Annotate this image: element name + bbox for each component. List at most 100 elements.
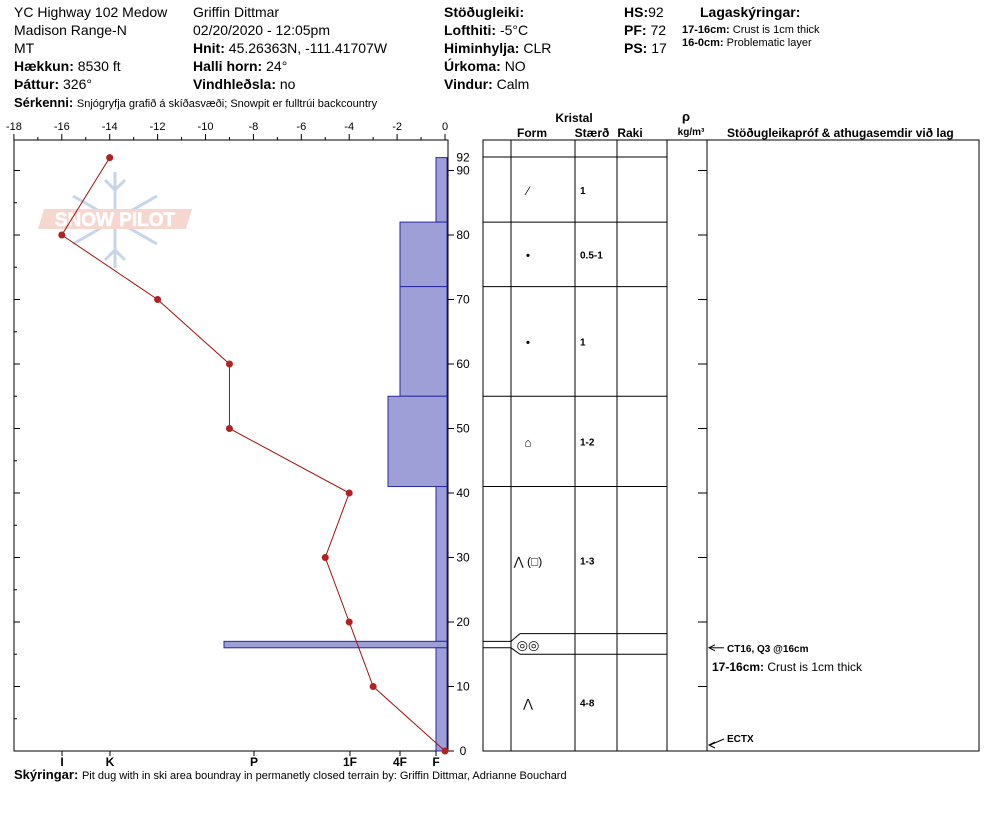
test-arrow-head <box>707 644 716 652</box>
layer-size: 1-2 <box>580 437 595 448</box>
hardness-bar <box>435 647 448 752</box>
temp-point <box>225 360 233 368</box>
hardness-profile <box>223 157 448 752</box>
moisture-header: Raki <box>617 126 642 140</box>
air-temp: Lofthiti: -5°C <box>444 22 529 38</box>
layer-size: 4-8 <box>580 699 595 710</box>
temp-line <box>61 157 446 752</box>
hardness-bar <box>387 395 448 488</box>
axes: -18 -16 -14 -12 -10 -8 -6 -4 -2 0 0 10 20 30 40 50 60 70 8… <box>6 121 707 769</box>
hardness-tick-label: I <box>60 755 63 769</box>
layer-form: • <box>526 335 530 349</box>
size-header: Stærð <box>575 126 610 140</box>
temp-tick-label: -6 <box>296 121 306 133</box>
hardness-bar <box>435 157 448 223</box>
depth-tick-label: 30 <box>456 551 470 565</box>
stability-tests-header: Stöðugleikapróf & athugasemdir við lag <box>727 126 954 140</box>
temp-point <box>58 231 66 239</box>
layer-form: ⌂ <box>524 435 531 449</box>
temp-point <box>369 683 377 690</box>
wind: Vindur: Calm <box>444 76 530 92</box>
sky-cover: Himinhylja: CLR <box>444 40 552 56</box>
hardness-tick-label: K <box>106 755 115 769</box>
features: Sérkenni: Snjógryfja grafið á skíðasvæði… <box>14 95 378 110</box>
temp-point <box>154 296 162 303</box>
temp-tick-label: -18 <box>6 121 22 133</box>
hardness-bar <box>399 221 448 288</box>
temp-tick-label: 0 <box>442 121 448 133</box>
layer-size: 1 <box>580 186 586 197</box>
hardness-bar <box>435 486 448 642</box>
coordinates: Hnit: 45.26363N, -111.41707W <box>193 40 388 56</box>
test-arrow-head <box>707 741 716 749</box>
temp-tick-label: -8 <box>249 121 259 133</box>
depth-tick-label: 90 <box>456 164 470 178</box>
pf: PF: 72 <box>624 22 667 38</box>
layer-note-2: 16-0cm: Problematic layer <box>682 37 812 49</box>
depth-tick-label: 40 <box>456 486 470 500</box>
elevation: Hækkun: 8530 ft <box>14 58 121 74</box>
temp-point <box>225 425 233 432</box>
site-name: YC Highway 102 Medow <box>14 4 168 20</box>
depth-tick-label: 20 <box>456 615 470 629</box>
hardness-tick-label: P <box>250 755 258 769</box>
hardness-bar <box>223 640 448 649</box>
form-header: Form <box>517 126 547 140</box>
hardness-tick-label: 4F <box>393 755 407 769</box>
layer-boundary-connector <box>510 633 521 642</box>
test-arrow <box>709 738 725 746</box>
density-symbol: ρ <box>682 109 690 124</box>
crystal-header: Kristal <box>555 111 592 125</box>
slope-angle: Halli horn: 24° <box>193 58 288 74</box>
depth-tick-label: 60 <box>456 357 470 371</box>
wind-loading: Vindhleðsla: no <box>193 76 296 92</box>
temp-point <box>345 618 353 626</box>
stability: Stöðugleiki: <box>444 4 525 20</box>
temp-tick-label: -16 <box>54 121 70 133</box>
depth-tick-label: 10 <box>456 680 470 694</box>
depth-top-label: 92 <box>456 151 470 165</box>
test-label: CT16, Q3 @16cm <box>727 644 809 655</box>
layer-notes-title: Lagaskýringar: <box>700 4 801 20</box>
hs: HS:92 <box>624 4 664 20</box>
depth-tick-label: 50 <box>456 422 470 436</box>
layer-form: ⋀ <box>522 697 533 711</box>
depth-tick-label: 0 <box>460 744 467 758</box>
temp-tick-label: -14 <box>102 121 118 133</box>
temp-tick-label: -4 <box>344 121 354 133</box>
layer-form: ⁄ <box>524 184 531 198</box>
snowpilot-logo: SNOW PILOT <box>38 172 192 268</box>
temp-tick-label: -10 <box>198 121 214 133</box>
layer-form: ⋀ (□) <box>513 555 542 569</box>
observer: Griffin Dittmar <box>193 4 280 20</box>
state: MT <box>14 40 35 56</box>
temp-point <box>106 154 114 162</box>
test-label: ECTX <box>727 734 754 745</box>
ps: PS: 17 <box>624 40 667 56</box>
temp-tick-label: -2 <box>392 121 402 133</box>
temp-point <box>441 747 449 755</box>
aspect: Þáttur: 326° <box>14 76 92 92</box>
hardness-tick-label: 1F <box>343 755 357 769</box>
comments: Skýringar: Pit dug with in ski area boun… <box>14 767 567 782</box>
temperature-profile <box>58 154 449 755</box>
temp-point <box>321 554 329 561</box>
depth-tick-label: 70 <box>456 293 470 307</box>
layer-form: • <box>526 248 530 262</box>
layer-size: 1 <box>580 337 586 348</box>
layer-comment: 17-16cm: Crust is 1cm thick <box>712 660 863 674</box>
plot-frame <box>13 139 449 752</box>
layer-note-1: 17-16cm: Crust is 1cm thick <box>682 24 820 36</box>
logo-text: SNOW PILOT <box>55 210 176 231</box>
layer-boundary-connector <box>510 647 521 655</box>
layer-size: 0.5-1 <box>580 250 603 261</box>
datetime: 02/20/2020 - 12:05pm <box>193 22 330 38</box>
temp-point <box>345 489 353 497</box>
range-name: Madison Range-N <box>14 22 127 38</box>
layer-form: ◎◎ <box>517 638 540 653</box>
layer-size: 1-3 <box>580 557 595 568</box>
depth-tick-label: 80 <box>456 228 470 242</box>
density-unit: kg/m³ <box>678 127 705 138</box>
precipitation: Úrkoma: NO <box>444 58 526 74</box>
